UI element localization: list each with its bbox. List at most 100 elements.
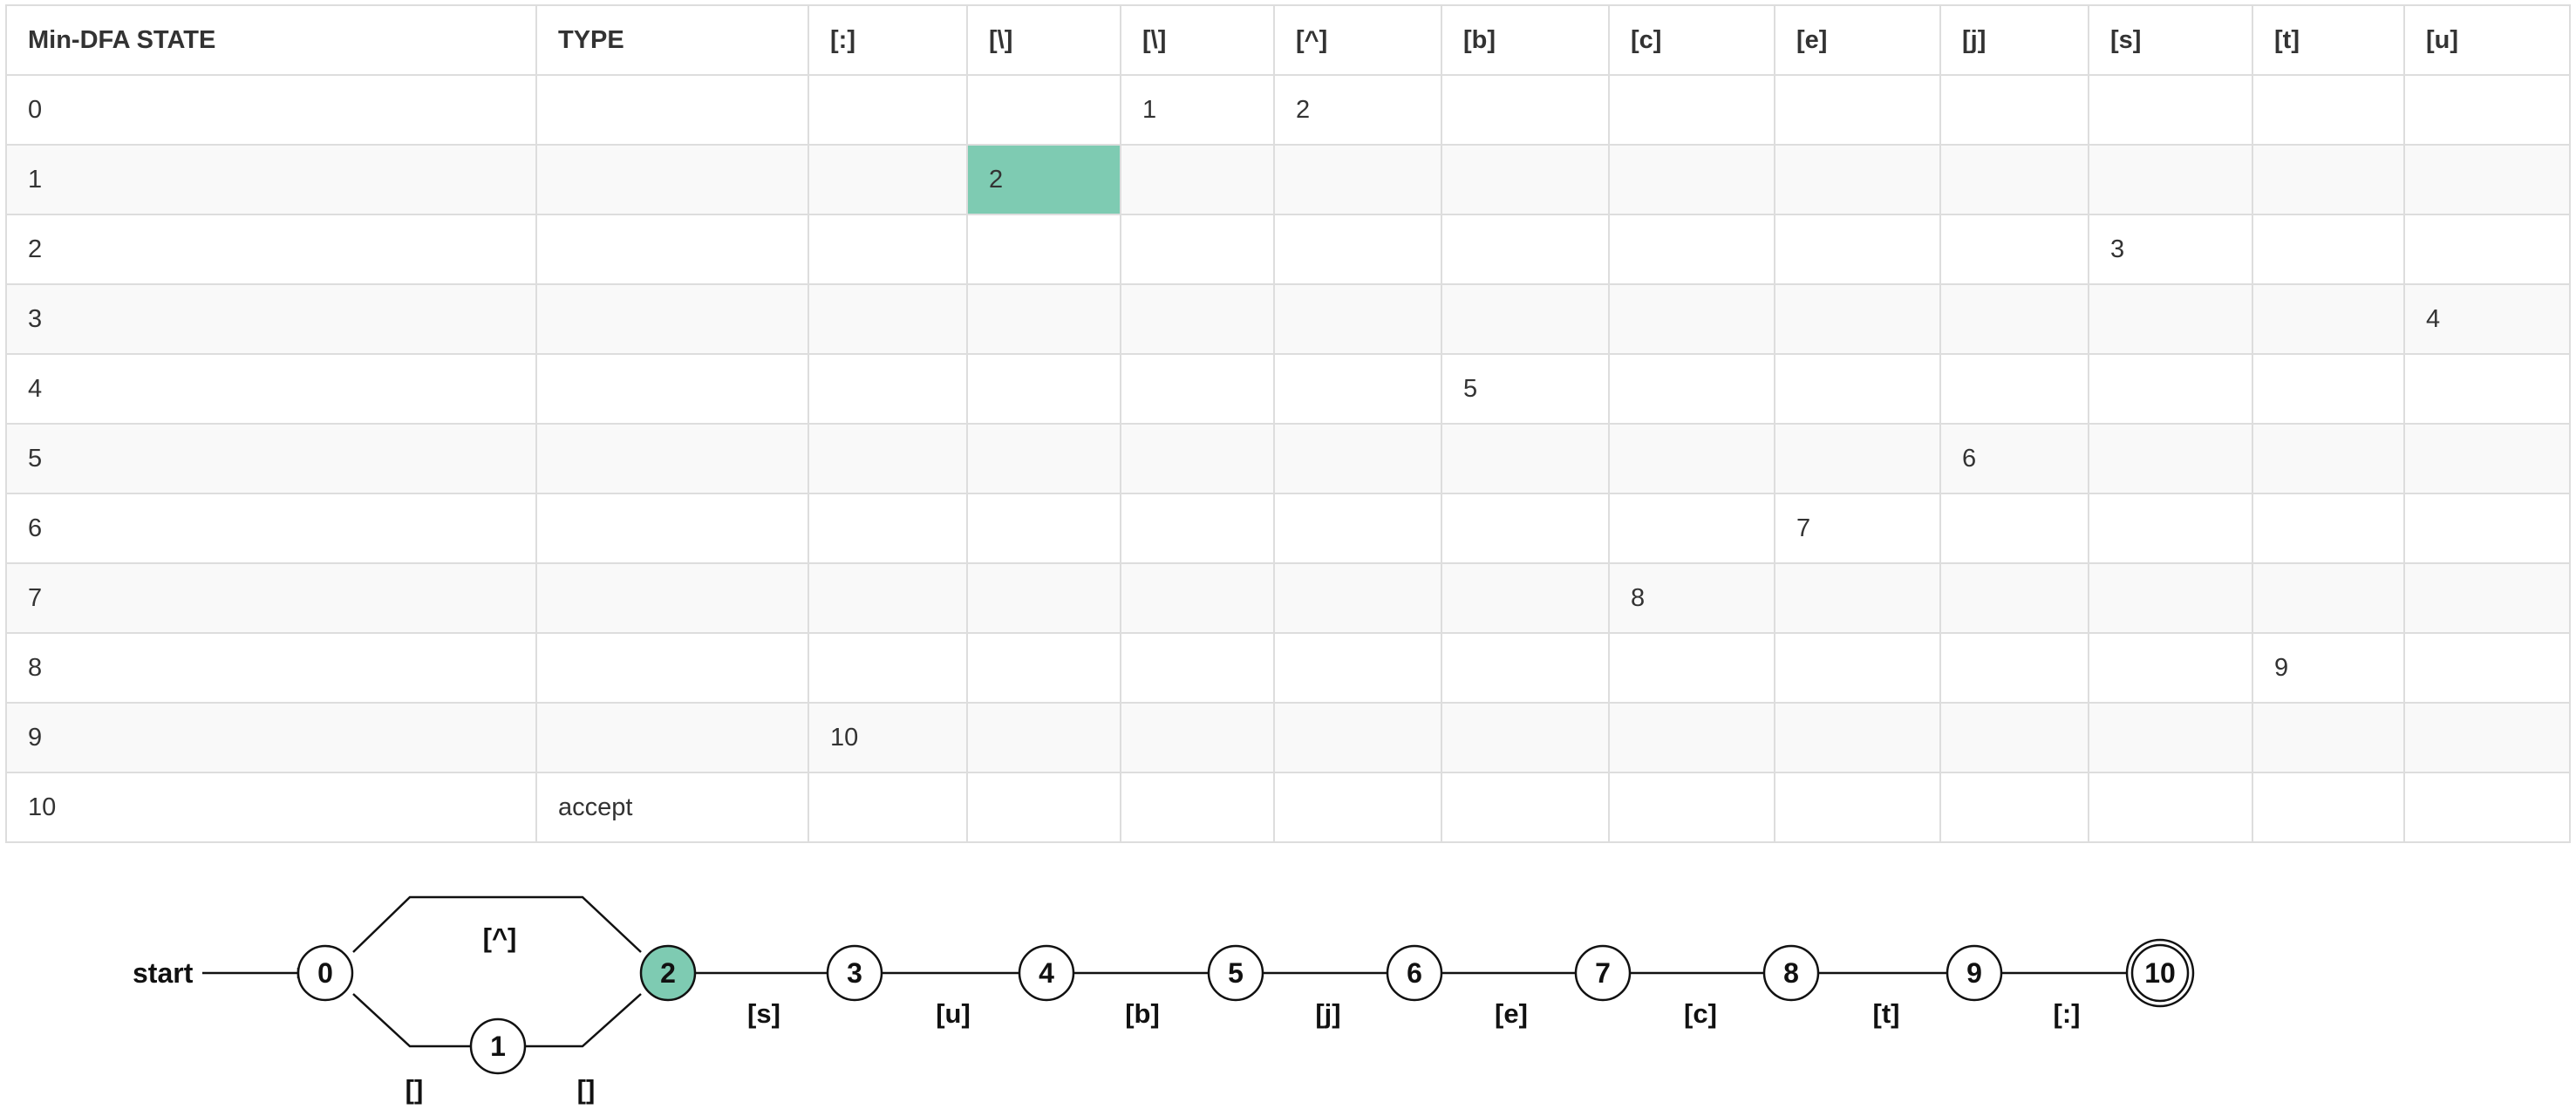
state-label: 4 [1039, 957, 1054, 989]
transition-cell: 10 [808, 702, 968, 773]
transition-cell: 4 [2403, 283, 2571, 355]
column-header-type: TYPE [535, 4, 809, 76]
state-cell: 4 [5, 353, 537, 425]
transition-cell [1608, 283, 1775, 355]
state-circle [639, 944, 697, 1002]
type-cell [535, 702, 809, 773]
transition-cell [1273, 353, 1442, 425]
type-cell [535, 632, 809, 704]
transition-cell [966, 772, 1121, 843]
state-circle [1574, 944, 1632, 1002]
table-header-row: Min-DFA STATE TYPE [:] [\] [\] [^] [b] [c] [e] [j… [5, 4, 2571, 76]
transition-cell [1774, 702, 1941, 773]
transition-cell [1939, 214, 2089, 285]
column-header-symbol: [:] [808, 4, 968, 76]
edge-label: [b] [1125, 998, 1160, 1029]
transition-cell [1939, 283, 2089, 355]
state-label: 1 [490, 1031, 506, 1062]
state-label: 5 [1228, 957, 1244, 989]
transition-cell [1120, 214, 1275, 285]
transition-cell [1441, 493, 1610, 564]
transition-cell [1120, 493, 1275, 564]
column-header-symbol: [\] [966, 4, 1121, 76]
transition-cell [808, 144, 968, 215]
type-cell [535, 144, 809, 215]
state-label: 7 [1595, 957, 1611, 989]
transition-cell [2403, 493, 2571, 564]
state-circle [1386, 944, 1443, 1002]
state-circle [296, 944, 354, 1002]
edge-1-2 [525, 993, 642, 1048]
transition-cell [1608, 144, 1775, 215]
transition-cell [2088, 353, 2253, 425]
transition-cell [1939, 144, 2089, 215]
transition-cell [2088, 772, 2253, 843]
column-header-symbol: [u] [2403, 4, 2571, 76]
type-cell [535, 214, 809, 285]
state-label: 6 [1407, 957, 1422, 989]
transition-cell [1608, 702, 1775, 773]
transition-cell [1774, 423, 1941, 494]
edge-label: [e] [1495, 998, 1528, 1029]
transition-cell [1120, 353, 1275, 425]
transition-cell [2252, 423, 2405, 494]
state-node-7: 7 [1574, 944, 1632, 1002]
column-header-symbol: [^] [1273, 4, 1442, 76]
transition-cell [808, 74, 968, 146]
transition-cell [1939, 702, 2089, 773]
transition-cell [1774, 283, 1941, 355]
edge-0-1 [352, 993, 471, 1048]
state-node-4: 4 [1018, 944, 1075, 1002]
transition-cell [2403, 772, 2571, 843]
transition-cell [966, 74, 1121, 146]
type-cell: accept [535, 772, 809, 843]
state-circle [1946, 944, 2003, 1002]
state-node-0: 0 [296, 944, 354, 1002]
column-header-symbol: [j] [1939, 4, 2089, 76]
state-node-1: 1 [469, 1017, 527, 1075]
transition-cell [808, 283, 968, 355]
transition-cell [1441, 423, 1610, 494]
transition-cell [2403, 214, 2571, 285]
transition-cell: 1 [1120, 74, 1275, 146]
transition-cell [1608, 493, 1775, 564]
transition-cell [966, 353, 1121, 425]
transition-cell [1774, 74, 1941, 146]
transition-cell [2088, 632, 2253, 704]
transition-cell [1774, 772, 1941, 843]
transition-cell [1441, 214, 1610, 285]
transition-cell [1774, 144, 1941, 215]
min-dfa-transition-table: Min-DFA STATE TYPE [:] [\] [\] [^] [b] [c] [e] [j… [5, 4, 2571, 843]
transition-cell [1441, 772, 1610, 843]
state-cell: 6 [5, 493, 537, 564]
transition-cell [1939, 353, 2089, 425]
transition-cell [2403, 144, 2571, 215]
transition-cell [2252, 74, 2405, 146]
transition-cell [1120, 772, 1275, 843]
state-cell: 5 [5, 423, 537, 494]
type-cell [535, 493, 809, 564]
state-cell: 0 [5, 74, 537, 146]
state-circle [1762, 944, 1820, 1002]
column-header-symbol: [t] [2252, 4, 2405, 76]
column-header-symbol: [b] [1441, 4, 1610, 76]
transition-cell [1120, 283, 1275, 355]
state-cell: 8 [5, 632, 537, 704]
transition-cell [1120, 702, 1275, 773]
transition-cell: 9 [2252, 632, 2405, 704]
transition-cell [1441, 74, 1610, 146]
type-cell [535, 283, 809, 355]
transition-cell [808, 772, 968, 843]
transition-cell [808, 353, 968, 425]
state-label: 3 [847, 957, 862, 989]
state-circle [826, 944, 883, 1002]
transition-cell [2252, 702, 2405, 773]
transition-cell [1273, 562, 1442, 634]
transition-cell [1608, 353, 1775, 425]
transition-cell [1774, 353, 1941, 425]
edge-label: [s] [747, 998, 780, 1029]
type-cell [535, 74, 809, 146]
transition-cell [2403, 423, 2571, 494]
